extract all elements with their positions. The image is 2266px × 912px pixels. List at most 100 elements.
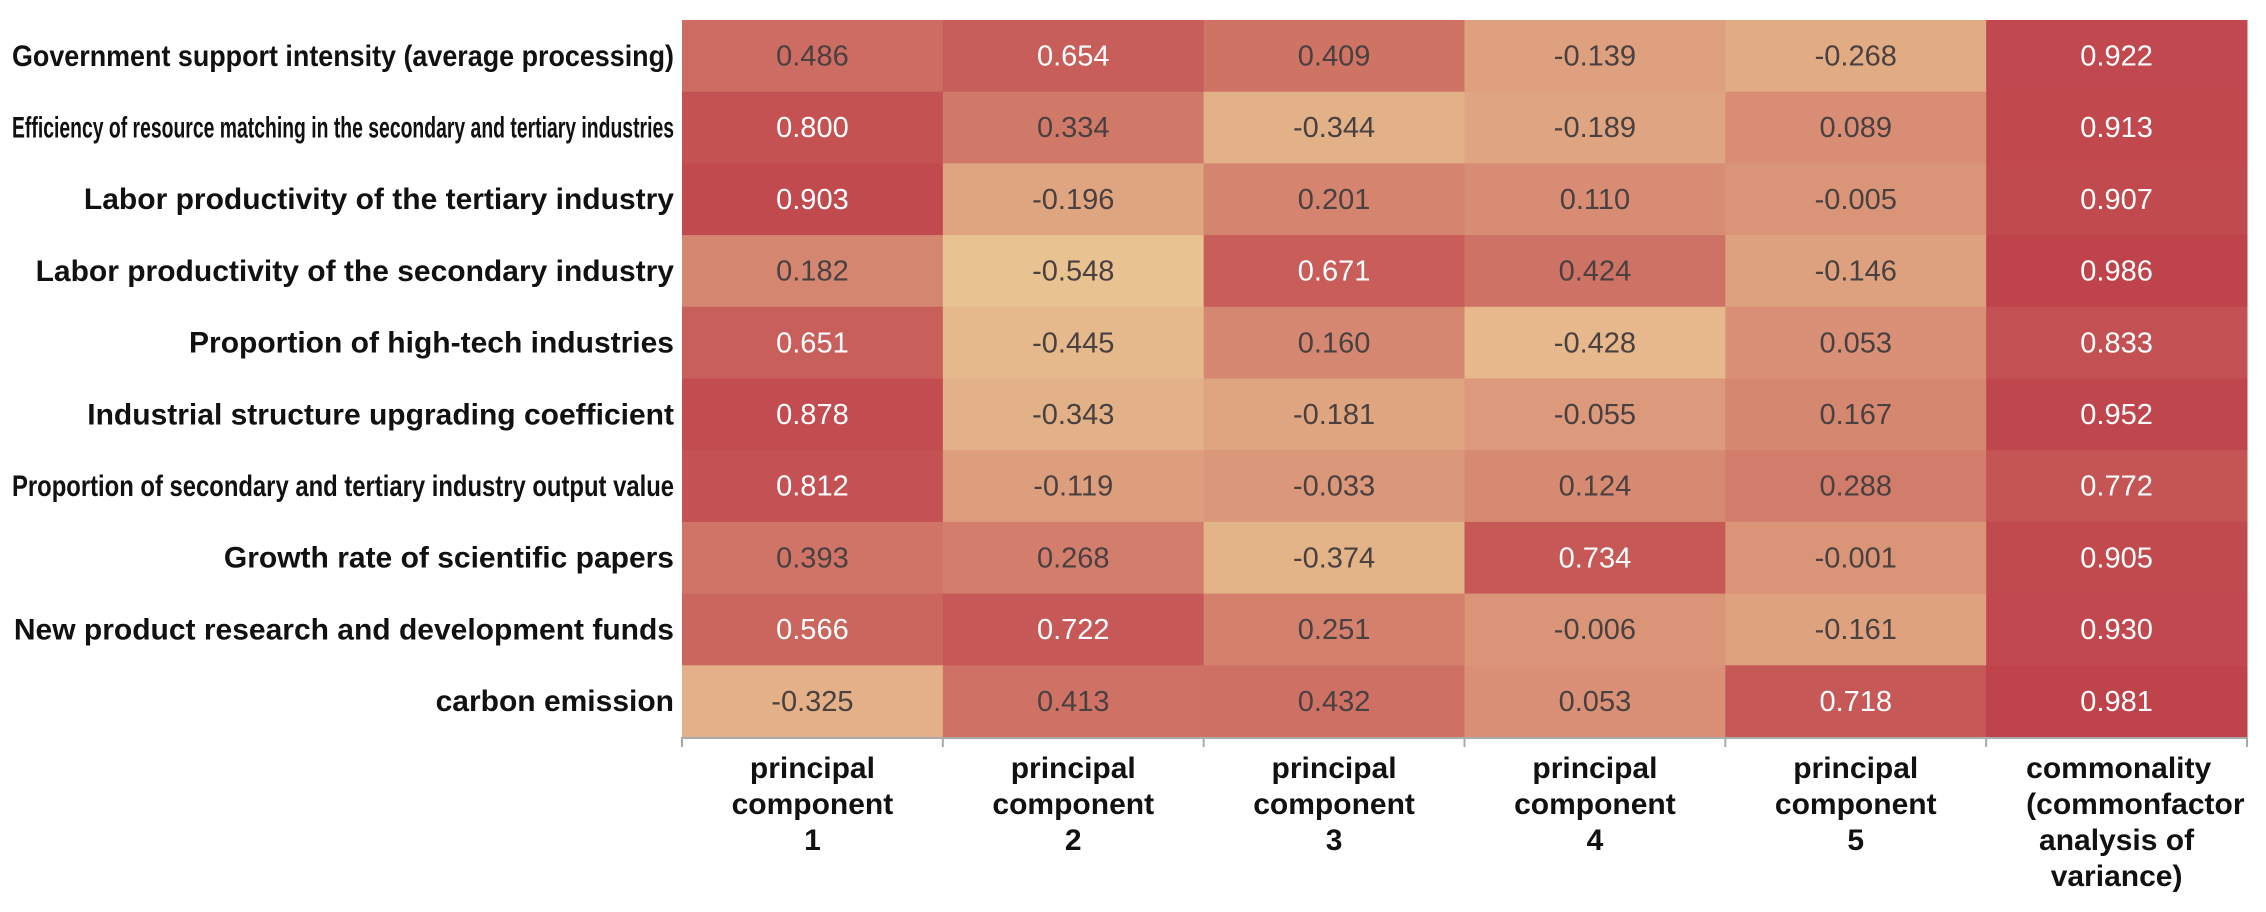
cell-label: -0.033: [1293, 471, 1375, 503]
cell: [682, 450, 944, 523]
cell-label: 0.913: [2080, 112, 2153, 144]
row-label: Efficiency of resource matching in the s…: [12, 111, 674, 144]
cell: [1203, 91, 1465, 164]
cell-label: 0.833: [2080, 327, 2153, 359]
cell: [1464, 665, 1726, 738]
cell-label: 0.053: [1559, 686, 1632, 718]
cell: [682, 91, 944, 164]
cell-label: 0.334: [1037, 112, 1110, 144]
cell: [1725, 306, 1987, 379]
cell: [1203, 306, 1465, 379]
cell: [1986, 91, 2248, 164]
cell-label: 0.160: [1298, 327, 1371, 359]
cell: [682, 665, 944, 738]
cell-label: 0.734: [1559, 542, 1632, 574]
cell-label: -0.374: [1293, 542, 1375, 574]
cell-label: 0.182: [776, 256, 849, 288]
cell-label: 0.268: [1037, 542, 1110, 574]
cell: [1725, 450, 1987, 523]
cell: [942, 593, 1205, 666]
cell-label: -0.196: [1032, 184, 1114, 216]
row-label: Proportion of secondary and tertiary ind…: [12, 470, 674, 503]
cell: [1986, 235, 2248, 308]
cell: [1203, 235, 1465, 308]
cell-label: 0.167: [1819, 399, 1892, 431]
cell-label: -0.146: [1815, 256, 1897, 288]
cell-label: 0.772: [2080, 471, 2153, 503]
cell-label: 0.981: [2080, 686, 2153, 718]
cell-label: -0.445: [1032, 327, 1114, 359]
cell: [1203, 20, 1465, 93]
cell-label: 0.878: [776, 399, 849, 431]
cell: [682, 20, 944, 93]
cell: [1986, 378, 2248, 451]
cell: [1464, 91, 1726, 164]
cell: [1725, 665, 1987, 738]
cell-label: -0.005: [1815, 184, 1897, 216]
column-label: principal component 1: [731, 752, 894, 857]
cell: [942, 20, 1205, 93]
cell: [682, 163, 944, 236]
cell: [1986, 665, 2248, 738]
cell: [1464, 20, 1726, 93]
cell: [1986, 306, 2248, 379]
cell-label: -0.344: [1293, 112, 1375, 144]
cell: [1464, 235, 1726, 308]
cell: [1725, 20, 1987, 93]
cell-label: 0.722: [1037, 614, 1110, 646]
cell: [1986, 450, 2248, 523]
cell-label: 0.089: [1819, 112, 1892, 144]
cell-label: 0.922: [2080, 41, 2153, 73]
cell: [1203, 593, 1465, 666]
row-label: Labor productivity of the tertiary indus…: [84, 183, 674, 216]
cell-label: 0.110: [1560, 184, 1630, 216]
cell-label: -0.428: [1554, 327, 1636, 359]
cell-label: -0.548: [1032, 256, 1114, 288]
cell: [1725, 163, 1987, 236]
cell-label: 0.393: [776, 542, 849, 574]
cell: [942, 163, 1205, 236]
cell: [1203, 378, 1465, 451]
row-label: Proportion of high-tech industries: [189, 327, 674, 360]
cell: [942, 378, 1205, 451]
cell-label: 0.566: [776, 614, 849, 646]
cell-label: 0.651: [776, 327, 849, 359]
cell: [1464, 163, 1726, 236]
cell: [942, 450, 1205, 523]
cell: [942, 91, 1205, 164]
cell: [682, 593, 944, 666]
cell: [682, 521, 944, 595]
cell-label: 0.053: [1819, 327, 1892, 359]
cell-label: -0.189: [1554, 112, 1636, 144]
column-label: commonality (commonfactor analysis of va…: [2026, 752, 2245, 893]
cell: [682, 378, 944, 451]
cell-label: -0.001: [1815, 542, 1897, 574]
cell-label: 0.413: [1037, 686, 1110, 718]
cell: [1986, 521, 2248, 595]
cell: [942, 235, 1205, 308]
cell: [1725, 235, 1987, 308]
cell-label: -0.268: [1815, 41, 1897, 73]
cell: [1464, 378, 1726, 451]
cell-label: 0.201: [1298, 184, 1371, 216]
row-label: Government support intensity (average pr…: [12, 40, 674, 73]
cell-label: 0.486: [776, 41, 849, 73]
cell: [682, 306, 944, 379]
cell-label: 0.251: [1298, 614, 1371, 646]
cell: [1725, 593, 1987, 666]
cell: [1725, 521, 1987, 595]
cell-label: 0.903: [776, 184, 849, 216]
cell: [1986, 20, 2248, 93]
cell-label: 0.986: [2080, 256, 2153, 288]
cell-label: 0.812: [776, 471, 849, 503]
row-label: Industrial structure upgrading coefficie…: [87, 398, 674, 431]
cell-label: -0.119: [1033, 471, 1113, 503]
cell-label: 0.432: [1298, 686, 1371, 718]
cell-label: 0.288: [1819, 471, 1892, 503]
column-label: principal component 4: [1514, 752, 1676, 857]
cell: [1464, 450, 1726, 523]
column-label: principal component 3: [1253, 752, 1415, 857]
cell-label: 0.124: [1559, 471, 1632, 503]
